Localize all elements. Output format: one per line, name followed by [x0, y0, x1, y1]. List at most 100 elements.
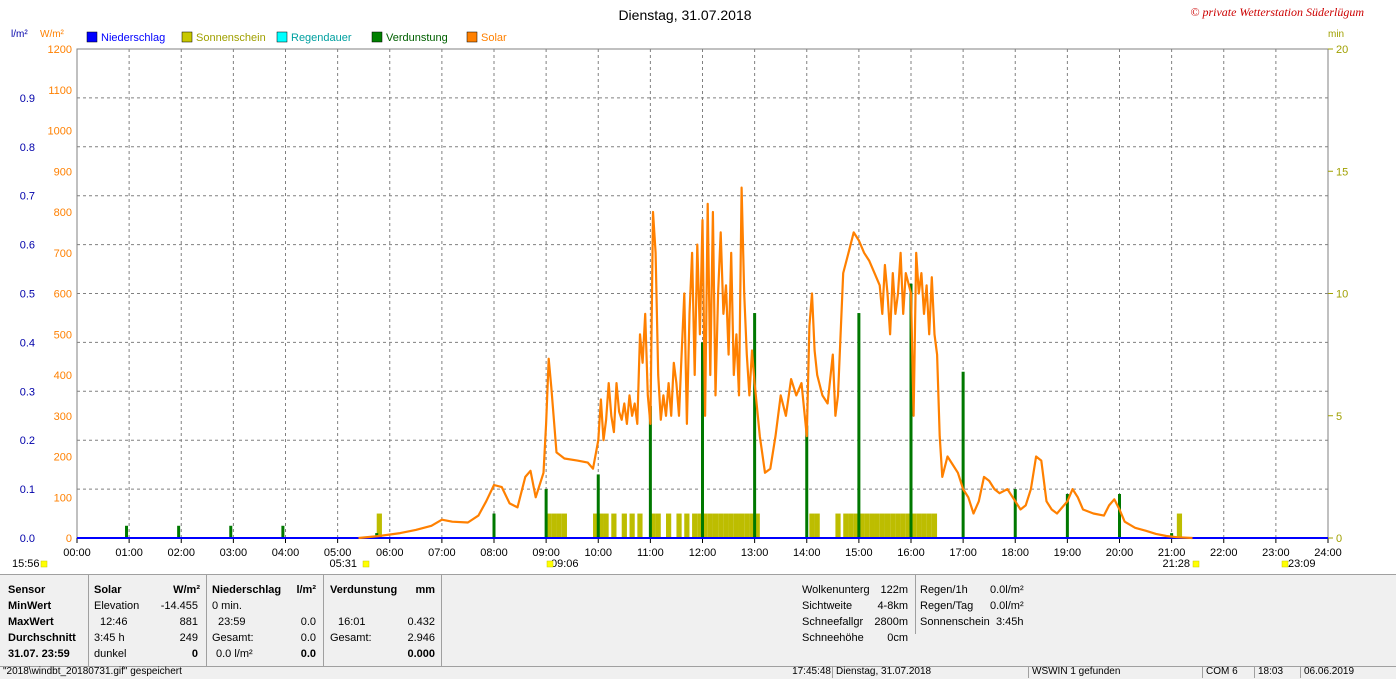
sunshine-bar [858, 513, 865, 538]
x-tick-label: 21:00 [1158, 547, 1186, 559]
sunshine-bar [809, 513, 815, 538]
divider [206, 574, 207, 666]
y-solar-tick-label: 300 [54, 411, 72, 423]
solar-unit: W/m² [173, 584, 200, 596]
sunshine-bar [916, 513, 922, 538]
sunshine-bar [733, 513, 739, 538]
legend-swatch [276, 31, 288, 43]
x-tick-label: 13:00 [741, 547, 769, 559]
sunshine-bar [869, 513, 875, 538]
evaporation-bar [701, 342, 704, 538]
sunshine-bar [621, 513, 627, 538]
y-solar-tick-label: 500 [54, 329, 72, 341]
divider [915, 574, 916, 634]
y-precip-tick-label: 0.6 [20, 240, 35, 252]
sunshine-bar [561, 513, 567, 538]
sunshine-bar [853, 513, 859, 538]
legend-swatch [86, 31, 98, 43]
evaporation-bar [909, 283, 913, 538]
sunshine-bar [676, 513, 682, 538]
marker-sunset-label: 21:28 [1162, 558, 1190, 570]
x-tick-label: 15:00 [845, 547, 873, 559]
sunshine-bar [1176, 513, 1183, 538]
evaporation-bar [753, 313, 757, 538]
divider [441, 574, 442, 666]
precip-unit: l/m² [296, 584, 316, 596]
evaporation-bar [648, 405, 652, 538]
sunshine-bar [712, 513, 719, 538]
snowline-label: Schneefallgr [802, 616, 864, 628]
solar-series-line [358, 186, 1193, 540]
x-tick-label: 03:00 [220, 547, 248, 559]
y-solar-tick-label: 400 [54, 370, 72, 382]
y-precip-tick-label: 0.5 [20, 289, 35, 301]
sunshine-bar [931, 513, 938, 538]
time-markers: 15:56 05:31 09:06 21:28 23:09 [12, 558, 1316, 570]
sunshine-bar [611, 513, 617, 538]
rain-day-label: Regen/Tag [920, 600, 974, 612]
legend-swatch [181, 31, 193, 43]
y-solar-tick-label: 1200 [48, 44, 72, 56]
sunshine-bar [900, 513, 906, 538]
sunshine-bar [666, 513, 672, 538]
precip-current-label: 0.0 l/m² [216, 648, 253, 660]
sunshine-bar [884, 513, 891, 538]
sunshine-bar [718, 513, 724, 538]
status-bar [0, 666, 1396, 679]
axes: 00:00 01:00 02:00 03:00 04:00 05:00 06:00 07:00… [20, 44, 1349, 559]
sunshine-bar [556, 513, 562, 538]
x-tick-label: 09:00 [532, 547, 560, 559]
x-tick-label: 23:00 [1262, 547, 1290, 559]
status-today: 06.06.2019 [1300, 666, 1394, 678]
y-precip-tick-label: 0.7 [20, 191, 35, 203]
precip-total-label: Gesamt: [212, 632, 254, 644]
evaporation-bar [961, 371, 965, 538]
marker-sunset-dot [1192, 560, 1200, 568]
x-tick-label: 17:00 [949, 547, 977, 559]
evaporation-bar [1118, 493, 1121, 538]
sunshine-bar [702, 513, 708, 538]
divider [88, 574, 89, 666]
precip-max-value: 0.0 [300, 616, 316, 628]
sunshine-bars [376, 513, 1183, 538]
left-unit-solar: W/m² [40, 29, 65, 40]
y-solar-tick-label: 800 [54, 207, 72, 219]
sunshine-bar [684, 513, 690, 538]
x-tick-label: 06:00 [376, 547, 404, 559]
rain-1h-label: Regen/1h [920, 584, 968, 596]
y-precip-tick-label: 0.9 [20, 93, 35, 105]
sunshine-bar [843, 513, 849, 538]
y-solar-tick-label: 600 [54, 289, 72, 301]
visibility-value: 4-8km [877, 600, 908, 612]
x-tick-label: 20:00 [1106, 547, 1134, 559]
snowdepth-value: 0cm [887, 632, 908, 644]
x-tick-label: 12:00 [689, 547, 717, 559]
y-solar-tick-label: 100 [54, 492, 72, 504]
marker-noon-dot [546, 560, 554, 568]
cloudbase-label: Wolkenunterg [802, 584, 870, 596]
legend-swatch [371, 31, 383, 43]
sunshine-bar [376, 513, 382, 538]
precip-max-time: 23:59 [218, 616, 246, 628]
x-tick-label: 19:00 [1054, 547, 1082, 559]
status-port: COM 6 [1202, 666, 1246, 678]
cloudbase-value: 122m [880, 584, 908, 596]
evaporation-bar [125, 525, 129, 538]
y-right-tick-label: 15 [1336, 166, 1348, 178]
solar-avg-label: 3:45 h [94, 632, 125, 644]
sunshine-bar [637, 513, 643, 538]
sunshine-bar [921, 513, 927, 538]
y-right-tick-label: 5 [1336, 411, 1342, 423]
solar-current-label: dunkel [94, 648, 127, 660]
x-tick-label: 16:00 [897, 547, 925, 559]
y-right-tick-label: 10 [1336, 289, 1348, 301]
status-file-text: "2018\windbt_20180731.gif" gespeichert [3, 666, 182, 677]
chart-title: Dienstag, 31.07.2018 [618, 7, 751, 23]
x-tick-label: 22:00 [1210, 547, 1238, 559]
evaporation-bar [281, 525, 285, 538]
x-tick-label: 18:00 [1001, 547, 1029, 559]
x-tick-label: 04:00 [272, 547, 300, 559]
sensor-header: Sensor [8, 584, 46, 596]
legend-label: Sonnenschein [196, 32, 266, 44]
y-precip-tick-label: 0.8 [20, 142, 35, 154]
